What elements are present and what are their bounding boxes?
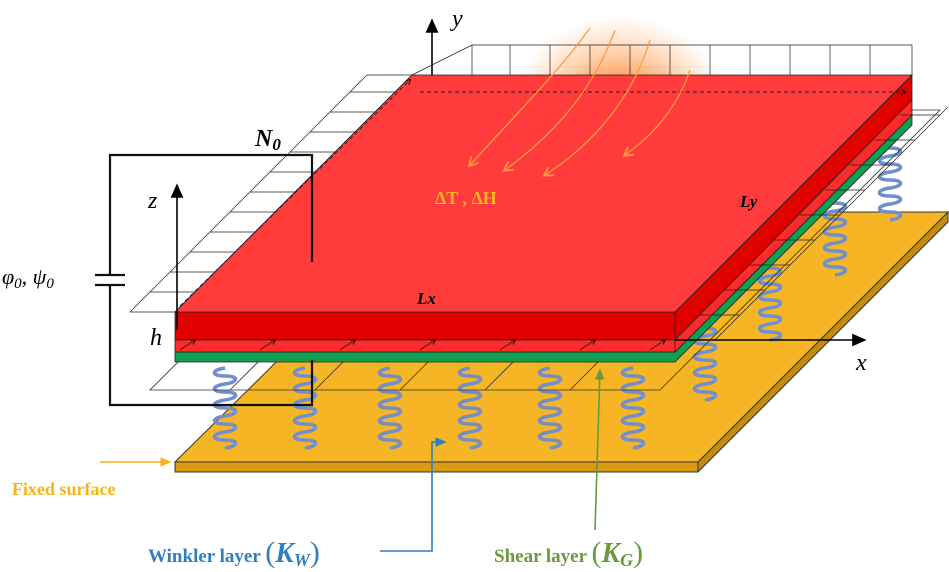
winkler-layer-label: Winkler layer (KW) [148, 536, 320, 570]
load-arrows-bottom [179, 340, 665, 351]
inplane-load-grid-y [411, 44, 913, 76]
potentials-label: φ0, ψ0 [2, 264, 54, 292]
z-axis-label: z [147, 188, 158, 214]
length-x-label: Lx [416, 289, 436, 308]
x-axis-label: x [855, 350, 867, 376]
load-arrows-dashed [179, 80, 905, 307]
heat-flux-arrows [470, 27, 691, 175]
coordinate-axes [170, 18, 867, 347]
shear-pointer [594, 368, 605, 531]
length-y-label: Ly [739, 192, 758, 211]
thickness-label: h [150, 325, 162, 351]
shear-layer-label: Shear layer (KG) [494, 536, 643, 570]
fixed-surface-label: Fixed surface [12, 479, 115, 499]
winkler-pointer [380, 437, 447, 552]
electric-circuit [95, 153, 314, 407]
inplane-load-label: N0 [254, 126, 281, 154]
y-axis-label: y [450, 6, 463, 32]
thermal-hygro-label: ΔT , ΔH [435, 188, 497, 208]
